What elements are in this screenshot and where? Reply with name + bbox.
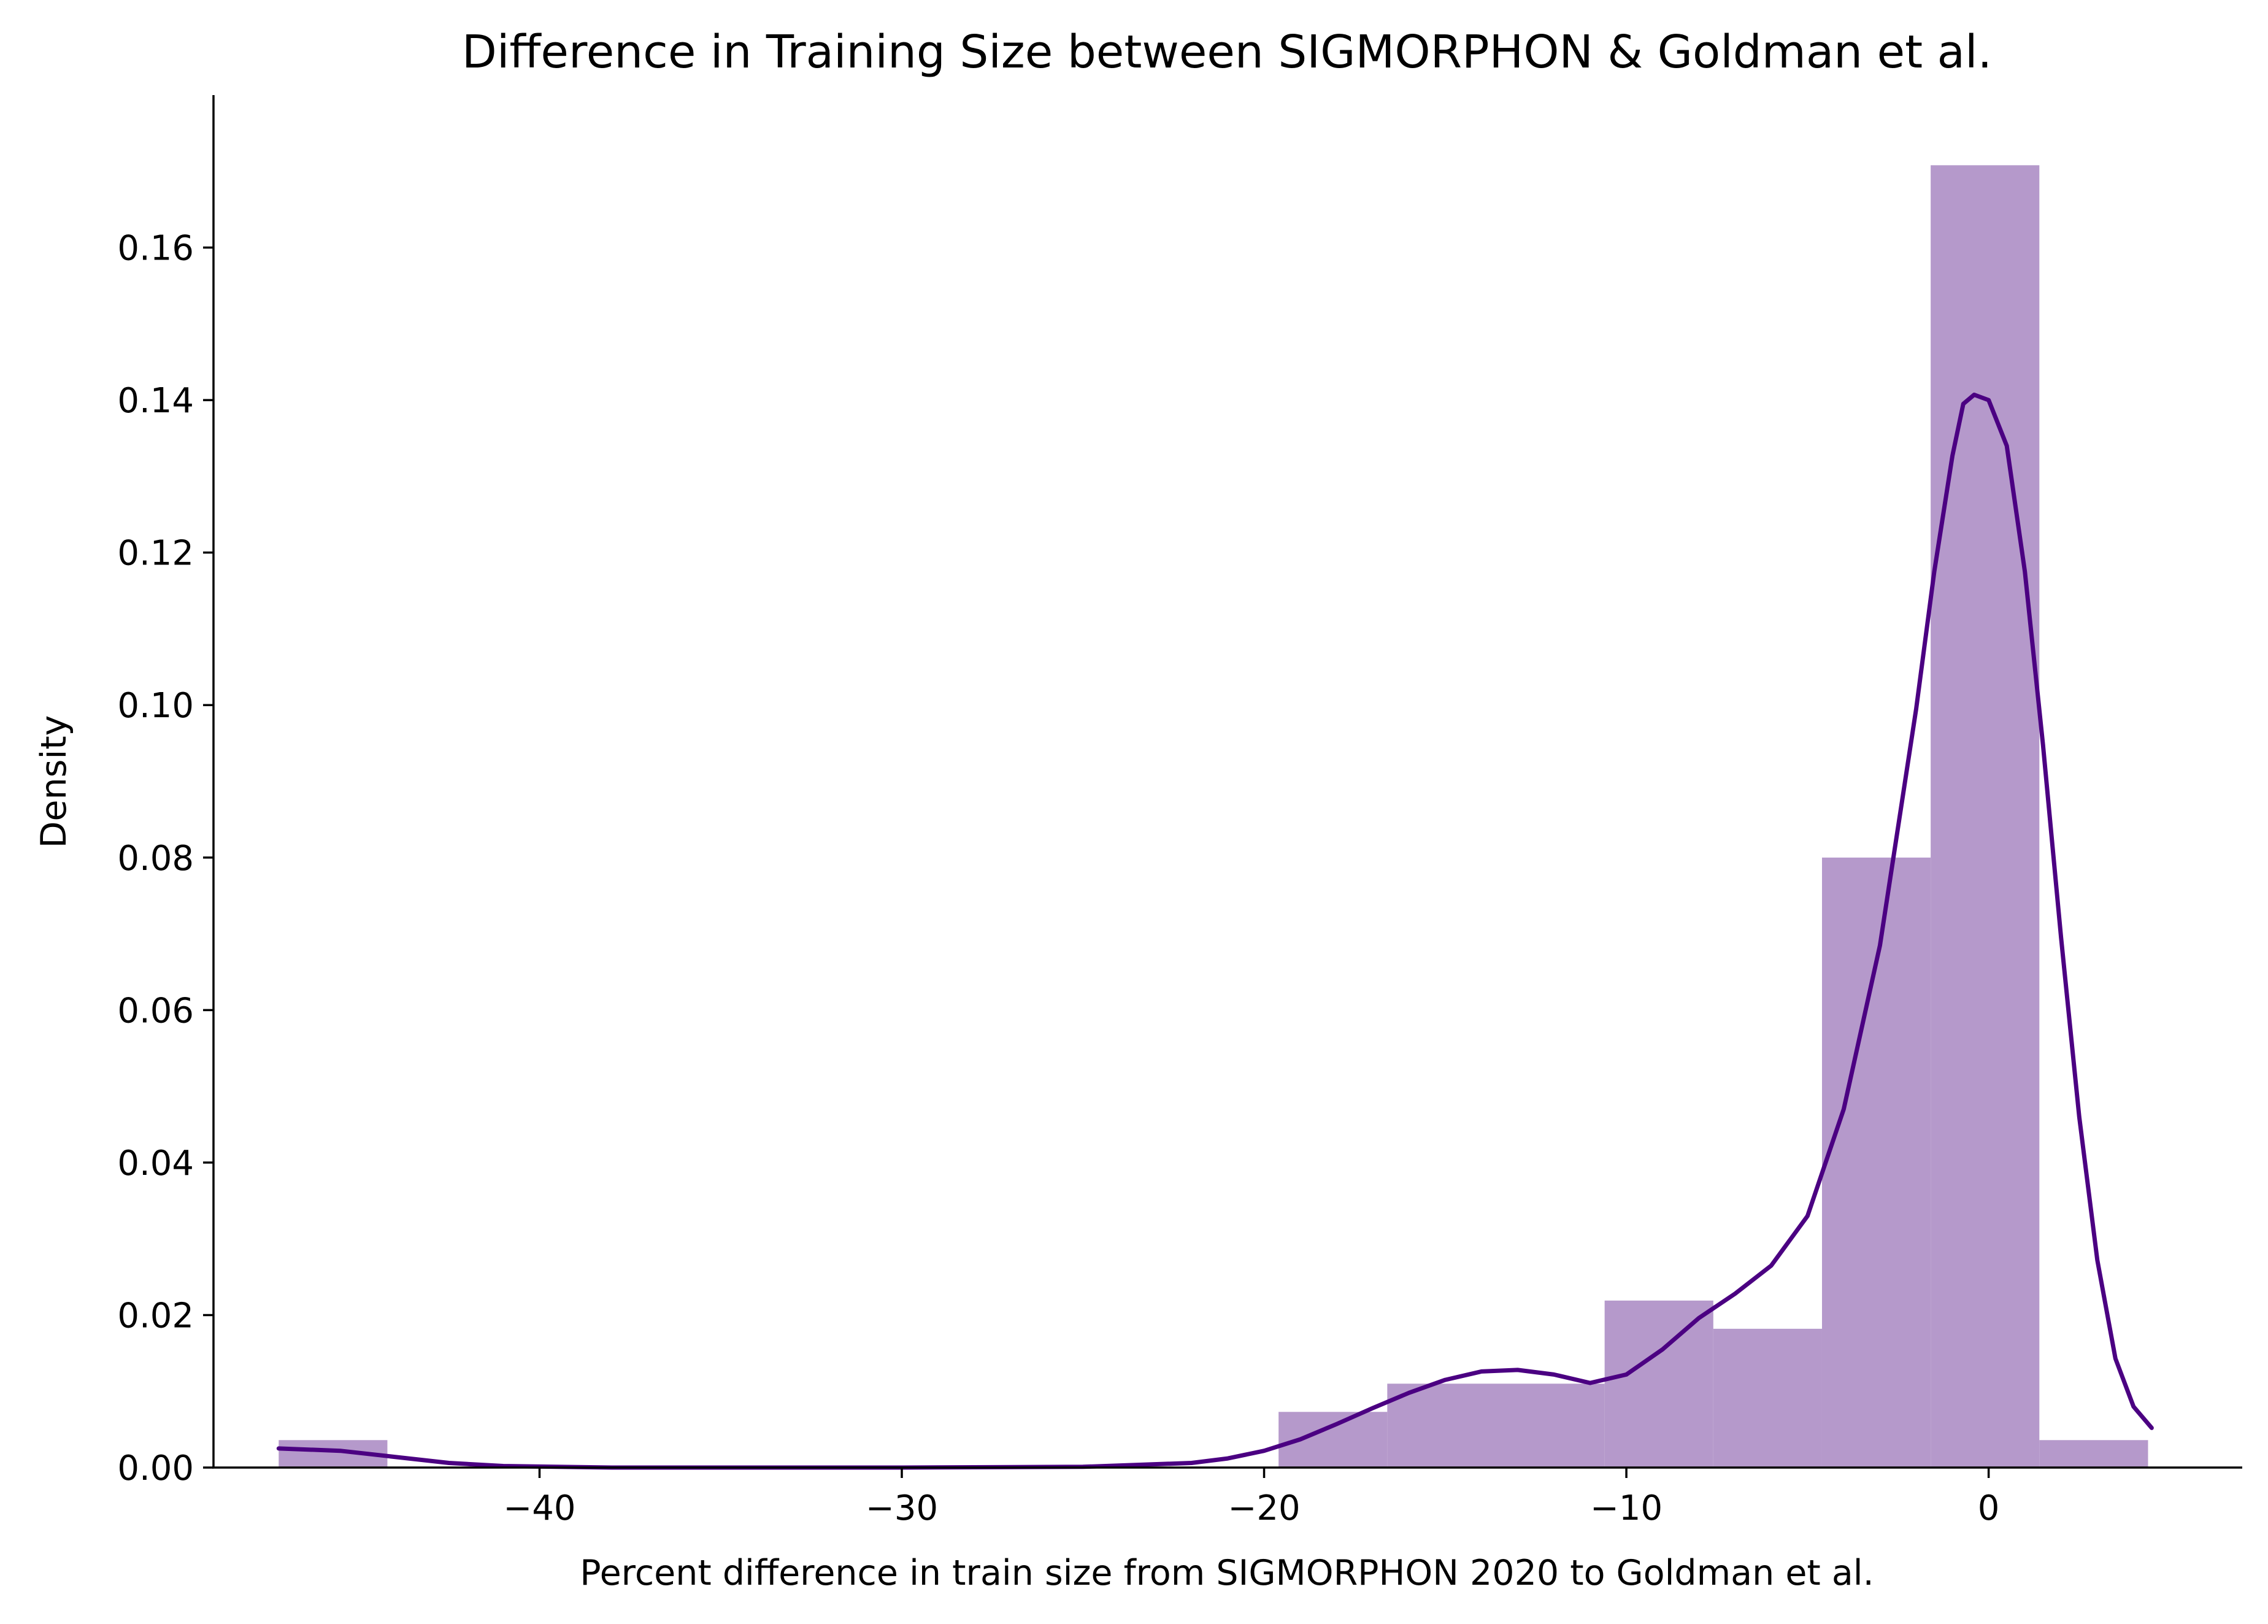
y-tick-label: 0.08	[117, 839, 194, 879]
y-tick-label: 0.00	[117, 1449, 194, 1488]
y-axis-label: Density	[34, 715, 74, 849]
histogram-bars	[279, 165, 2148, 1468]
x-tick-label: −20	[1228, 1488, 1300, 1528]
y-axis-ticks: 0.00 0.02 0.04 0.06 0.08 0.10 0.12 0.14 0.16	[117, 229, 213, 1488]
y-tick-label: 0.14	[117, 381, 194, 421]
x-axis-ticks: −40 −30 −20 −10 0	[503, 1468, 1999, 1528]
x-tick-label: −40	[503, 1488, 575, 1528]
x-axis-label: Percent difference in train size from SI…	[580, 1553, 1874, 1593]
histogram-bar-11	[1604, 1300, 1713, 1468]
x-tick-label: −30	[866, 1488, 938, 1528]
y-tick-label: 0.06	[117, 991, 194, 1031]
y-tick-label: 0.12	[117, 534, 194, 574]
y-tick-label: 0.02	[117, 1296, 194, 1336]
histogram-bar-14	[1931, 165, 2040, 1468]
chart-title: Difference in Training Size between SIGM…	[462, 26, 1992, 79]
y-tick-label: 0.10	[117, 686, 194, 726]
x-tick-label: 0	[1978, 1488, 2000, 1528]
histogram-bar-15	[2039, 1440, 2148, 1468]
y-tick-label: 0.04	[117, 1144, 194, 1183]
histogram-bar-13	[1821, 857, 1931, 1468]
x-tick-label: −10	[1590, 1488, 1663, 1528]
y-tick-label: 0.16	[117, 229, 194, 269]
histogram-bar-12	[1713, 1328, 1822, 1468]
histogram-bar-10	[1387, 1383, 1605, 1468]
